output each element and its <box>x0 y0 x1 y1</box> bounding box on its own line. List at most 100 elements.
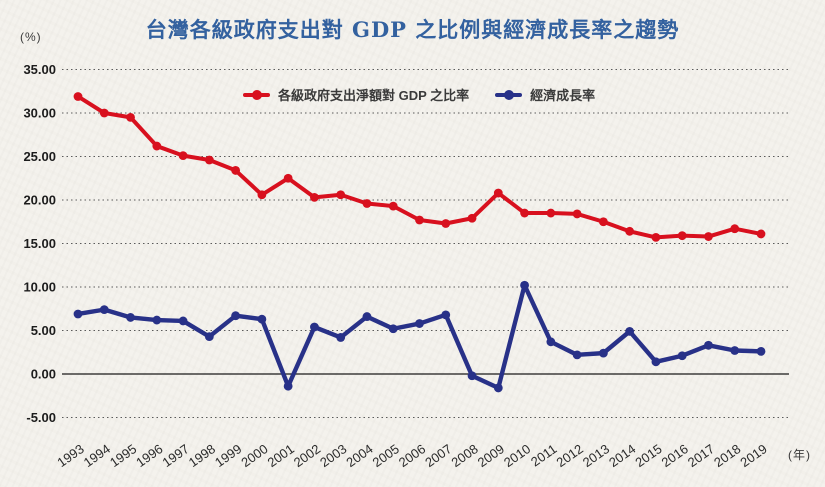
data-point <box>625 226 635 236</box>
data-point <box>257 314 267 324</box>
x-tick-label: 1997 <box>160 441 192 470</box>
data-point <box>520 208 529 218</box>
data-point <box>598 348 608 358</box>
series-economic-growth-rate <box>73 280 766 393</box>
line-dot-marker-icon <box>243 89 270 100</box>
y-tick-label: 25.00 <box>23 149 56 164</box>
data-point <box>388 324 398 334</box>
data-point <box>415 215 424 225</box>
x-tick-label: 2014 <box>606 441 638 470</box>
data-point <box>126 112 135 122</box>
x-tick-label: 2015 <box>632 441 664 470</box>
data-point <box>99 108 109 118</box>
legend-label-gov-spending-ratio: 各級政府支出淨額對 GDP 之比率 <box>278 88 470 103</box>
data-point <box>520 280 529 290</box>
legend-item-gov-spending-ratio: 各級政府支出淨額對 GDP 之比率 <box>243 85 469 104</box>
legend-label-economic-growth-rate: 經濟成長率 <box>530 88 596 103</box>
y-tick-label: -5.00 <box>26 410 56 425</box>
x-tick-label: 2003 <box>317 441 349 470</box>
data-point <box>756 346 766 356</box>
gridlines <box>62 69 789 418</box>
data-point <box>730 224 740 234</box>
data-point <box>598 217 608 227</box>
line-dot-marker-icon <box>495 89 523 100</box>
data-point <box>441 219 451 228</box>
data-point <box>441 310 451 320</box>
x-tick-label: 2017 <box>685 441 717 470</box>
data-point <box>756 229 766 239</box>
x-tick-label: 2004 <box>343 441 375 470</box>
data-point <box>126 313 135 322</box>
y-tick-label: 35.00 <box>23 62 56 77</box>
data-point <box>283 173 293 183</box>
data-point <box>231 311 241 321</box>
x-tick-label: 1994 <box>81 441 113 470</box>
x-axis-unit-label: (年) <box>788 448 811 462</box>
data-point <box>152 141 162 151</box>
data-point <box>677 231 687 241</box>
data-point <box>204 155 214 165</box>
x-tick-label: 2002 <box>291 441 323 470</box>
data-point <box>467 371 477 381</box>
x-tick-label: 2010 <box>501 441 533 470</box>
data-point <box>152 315 162 325</box>
data-point <box>651 233 661 242</box>
data-point <box>546 337 556 347</box>
series-line <box>75 283 764 391</box>
data-point <box>677 351 687 361</box>
data-point <box>704 340 713 350</box>
data-point <box>231 166 241 175</box>
data-point <box>651 357 661 367</box>
y-tick-label: 10.00 <box>23 280 56 295</box>
data-point <box>310 322 319 332</box>
data-point <box>704 232 713 241</box>
x-tick-label: 2006 <box>396 441 428 470</box>
data-point <box>730 346 740 355</box>
x-tick-label: 2008 <box>448 441 480 470</box>
x-tick-label: 1993 <box>54 441 86 470</box>
x-tick-label: 2005 <box>370 441 402 470</box>
x-tick-label: 2000 <box>238 441 270 470</box>
y-axis-tick-labels: 35.00 30.00 25.00 20.00 15.00 10.00 5.00 0.00 -5… <box>23 62 56 425</box>
data-point <box>336 190 346 200</box>
data-point <box>546 208 556 218</box>
x-tick-label: 2001 <box>265 441 297 470</box>
data-point <box>415 319 424 328</box>
series-gov-spending-ratio <box>73 92 766 242</box>
data-point <box>493 383 503 393</box>
data-point <box>73 309 83 319</box>
data-point <box>178 316 188 326</box>
x-tick-label: 2012 <box>554 441 586 470</box>
data-point <box>99 305 109 315</box>
y-tick-label: 0.00 <box>31 367 56 382</box>
data-point <box>362 312 372 321</box>
data-point <box>178 151 188 161</box>
data-point <box>204 332 214 341</box>
x-tick-label: 2013 <box>580 441 612 470</box>
data-point <box>257 190 267 200</box>
data-point <box>572 209 582 219</box>
x-tick-label: 2011 <box>528 441 560 469</box>
x-tick-label: 2016 <box>659 441 691 470</box>
chart-legend: 各級政府支出淨額對 GDP 之比率 經濟成長率 <box>243 85 595 104</box>
data-point <box>362 199 372 208</box>
x-tick-label: 1998 <box>186 441 218 470</box>
y-tick-label: 5.00 <box>31 323 56 338</box>
data-point <box>310 192 319 202</box>
data-point <box>388 201 398 211</box>
y-tick-label: 20.00 <box>23 193 56 208</box>
y-tick-label: 15.00 <box>23 236 56 251</box>
x-tick-label: 1996 <box>133 441 165 470</box>
y-tick-label: 30.00 <box>23 106 56 121</box>
x-tick-label: 2018 <box>711 441 743 470</box>
x-axis-tick-labels: 1993199419951996199719981999200020012002… <box>54 441 769 470</box>
page-title: 台灣各級政府支出對 GDP 之比例與經濟成長率之趨勢 <box>145 17 680 42</box>
data-point <box>493 188 503 198</box>
data-point <box>467 213 477 223</box>
data-point <box>625 326 635 336</box>
legend-item-economic-growth-rate: 經濟成長率 <box>495 85 595 104</box>
data-point <box>572 350 582 360</box>
x-tick-label: 2007 <box>422 441 454 470</box>
